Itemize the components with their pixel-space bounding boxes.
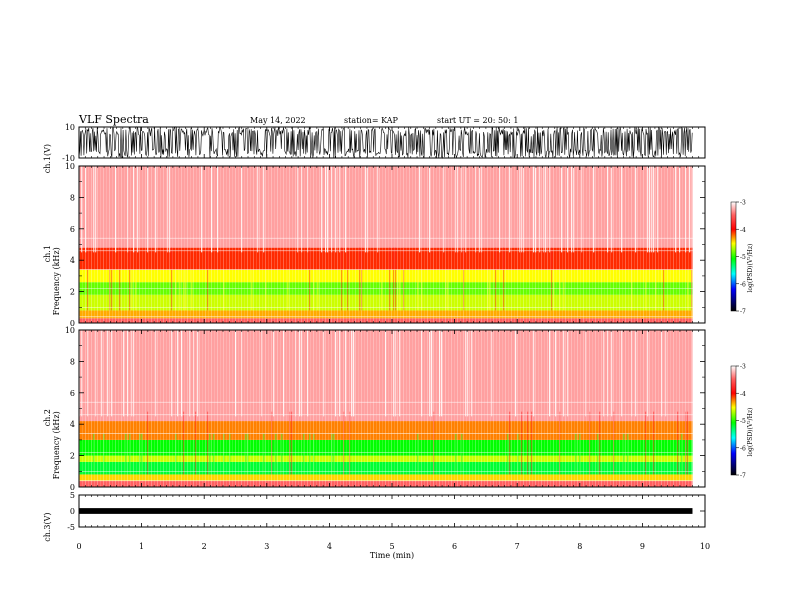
y-axis-label: Frequency (kHz) <box>52 411 61 479</box>
colorbar <box>730 365 737 476</box>
y-tick-label: 6 <box>70 225 75 234</box>
y-tick-label: 8 <box>70 357 75 366</box>
y-tick-label: 4 <box>70 256 75 265</box>
station-label: station= KAP <box>344 116 399 125</box>
y-tick-label: 10 <box>65 162 75 171</box>
x-axis-label: Time (min) <box>370 551 414 560</box>
ch1-waveform-trace <box>78 126 693 159</box>
spectrogram-texture <box>79 166 693 323</box>
colorbar-tick-label: -3 <box>740 200 746 207</box>
y-axis-label: Frequency (kHz) <box>52 247 61 315</box>
y-axis-label: ch.3(V) <box>43 512 52 541</box>
colorbar-tick-label: -6 <box>740 445 746 452</box>
y-tick-label: 10 <box>65 326 75 335</box>
y-tick-label: 0 <box>70 507 75 516</box>
colorbar-tick-label: -4 <box>740 391 746 398</box>
y-tick-label: 4 <box>70 420 75 429</box>
y-tick-label: 6 <box>70 389 75 398</box>
colorbar-tick-label: -4 <box>740 227 746 234</box>
date-label: May 14, 2022 <box>250 116 306 125</box>
y-tick-label: 5 <box>70 491 75 500</box>
start-time-label: start UT = 20: 50: 1 <box>437 116 518 125</box>
x-tick-label: 3 <box>264 542 269 551</box>
x-tick-label: 0 <box>76 542 81 551</box>
colorbar-tick-label: -7 <box>740 309 746 316</box>
y-tick-label: 8 <box>70 193 75 202</box>
colorbar-tick-label: -5 <box>740 254 746 261</box>
x-tick-label: 4 <box>327 542 332 551</box>
y-tick-label: 10 <box>65 123 75 132</box>
y-tick-label: 2 <box>70 452 75 461</box>
colorbar-tick-label: -7 <box>740 473 746 480</box>
colorbar-tick-label: -6 <box>740 281 746 288</box>
x-tick-label: 8 <box>577 542 582 551</box>
y-tick-label: 2 <box>70 288 75 297</box>
colorbar <box>730 201 737 312</box>
figure-title: VLF Spectra <box>78 113 149 126</box>
y-tick-label: -5 <box>67 523 75 532</box>
x-tick-label: 5 <box>389 542 394 551</box>
y-tick-label: 0 <box>70 319 75 328</box>
x-tick-label: 9 <box>640 542 645 551</box>
spectrogram-texture <box>79 330 693 487</box>
x-tick-label: 7 <box>515 542 520 551</box>
y-axis-label: ch.2 <box>43 409 52 426</box>
x-tick-label: 6 <box>452 542 457 551</box>
y-axis-label: ch.1 <box>43 245 52 262</box>
y-axis-label: ch.1(V) <box>43 144 52 173</box>
x-tick-label: 10 <box>700 542 710 551</box>
colorbar-tick-label: -3 <box>740 364 746 371</box>
y-tick-label: -10 <box>62 154 75 163</box>
colorbar-label: log(PSD)(V²/Hz) <box>747 408 754 457</box>
x-tick-label: 1 <box>139 542 144 551</box>
colorbar-tick-label: -5 <box>740 418 746 425</box>
colorbar-label: log(PSD)(V²/Hz) <box>747 244 754 293</box>
y-tick-label: 0 <box>70 483 75 492</box>
x-tick-label: 2 <box>202 542 207 551</box>
